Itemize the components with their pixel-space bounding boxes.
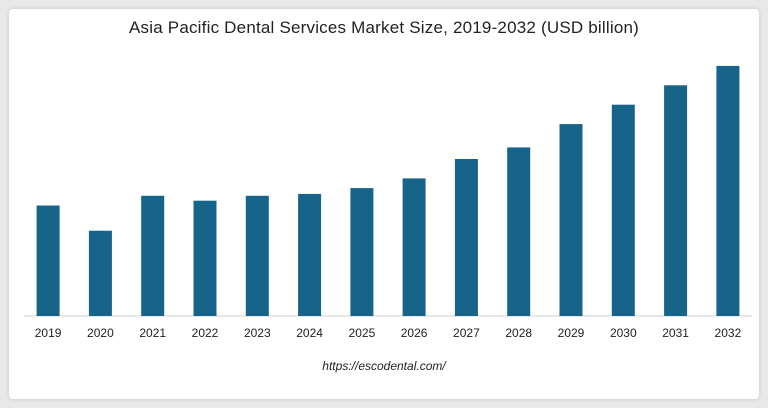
x-tick-label-2019: 2019	[35, 326, 62, 340]
x-tick-label-2022: 2022	[192, 326, 219, 340]
x-tick-label-2031: 2031	[662, 326, 689, 340]
bar-2019	[36, 205, 60, 316]
chart-title: Asia Pacific Dental Services Market Size…	[129, 18, 639, 37]
x-tick-label-2025: 2025	[349, 326, 376, 340]
x-tick-label-2026: 2026	[401, 326, 428, 340]
bar-2032	[716, 65, 740, 317]
x-tick-label-2030: 2030	[610, 326, 637, 340]
source-url[interactable]: https://escodental.com/	[322, 359, 446, 373]
bar-2029	[559, 124, 583, 316]
bar-2022	[193, 200, 217, 316]
bar-2027	[454, 159, 478, 316]
x-tick-label-2029: 2029	[558, 326, 585, 340]
x-tick-labels: 2019 2020 2021 2022 2023 2024 2025 2026 2027 2028…	[35, 326, 742, 340]
bar-2021	[141, 195, 165, 316]
bar-2026	[402, 178, 426, 316]
x-tick-label-2027: 2027	[453, 326, 480, 340]
x-tick-label-2024: 2024	[296, 326, 323, 340]
bar-2028	[507, 147, 531, 316]
bar-2030	[611, 104, 635, 316]
x-tick-label-2020: 2020	[87, 326, 114, 340]
x-tick-label-2021: 2021	[139, 326, 166, 340]
x-tick-label-2023: 2023	[244, 326, 271, 340]
bar-2031	[664, 85, 688, 316]
bar-2020	[88, 230, 112, 316]
bar-2023	[245, 195, 269, 316]
bar-2024	[298, 193, 322, 316]
bars-group	[36, 65, 740, 317]
bar-2025	[350, 188, 374, 316]
x-tick-label-2028: 2028	[505, 326, 532, 340]
x-tick-label-2032: 2032	[715, 326, 742, 340]
